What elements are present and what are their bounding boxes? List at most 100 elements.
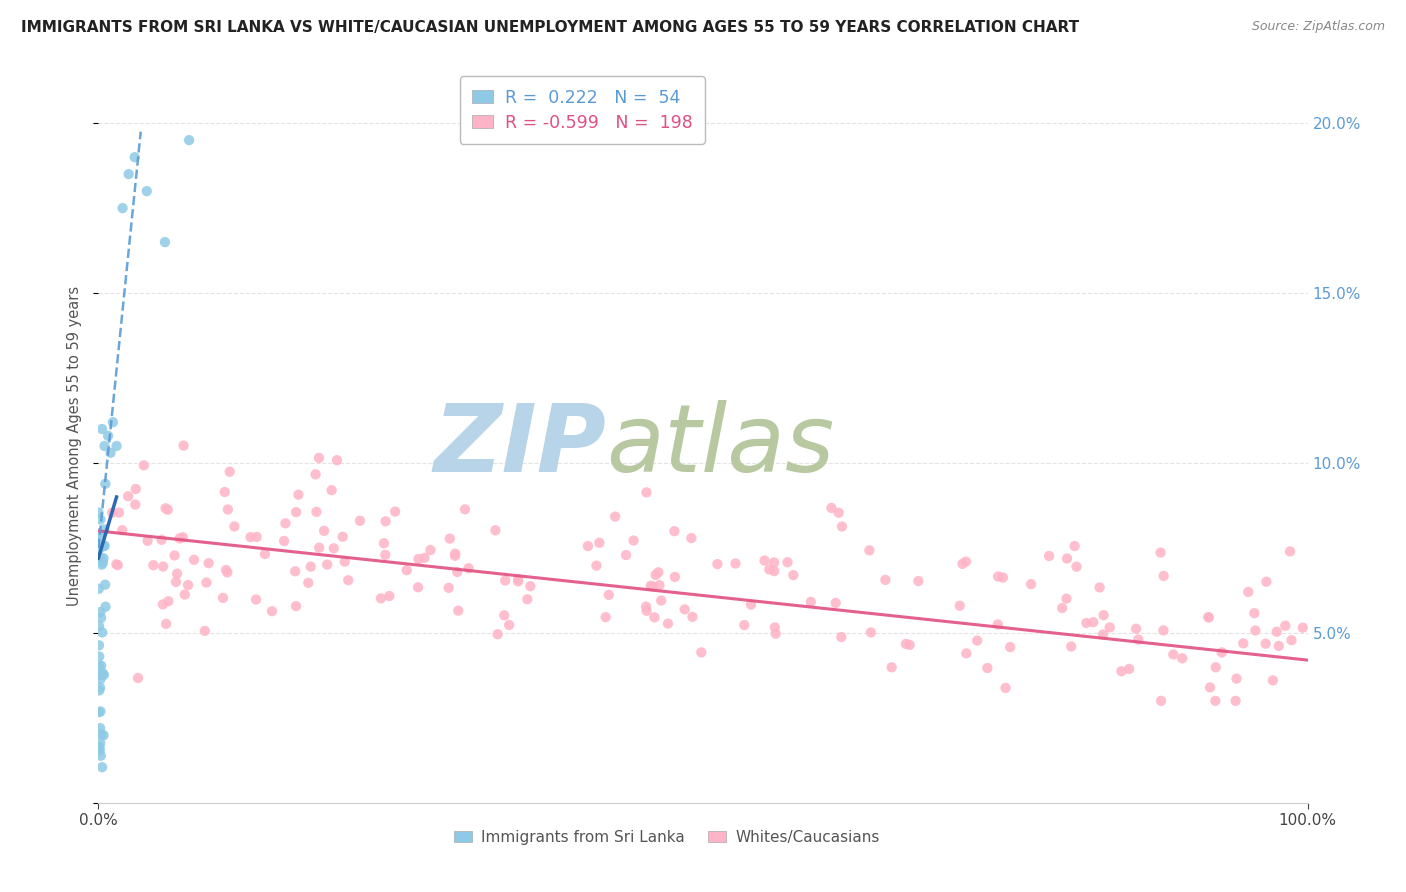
Point [218, 465, 240, 479]
Point [1163, 648, 1185, 662]
Point [419, 543, 441, 558]
Point [1292, 621, 1315, 635]
Point [195, 575, 218, 590]
Point [173, 439, 195, 453]
Point [1088, 581, 1111, 595]
Point [782, 568, 804, 582]
Point [91, 556, 114, 570]
Point [1225, 672, 1247, 686]
Point [253, 547, 276, 561]
Point [215, 563, 238, 577]
Point [90, 748, 112, 763]
Point [898, 638, 921, 652]
Point [142, 558, 165, 573]
Point [212, 591, 235, 605]
Text: Source: ZipAtlas.com: Source: ZipAtlas.com [1251, 20, 1385, 33]
Point [494, 574, 516, 588]
Point [955, 647, 977, 661]
Point [89, 526, 111, 541]
Point [439, 532, 461, 546]
Point [994, 681, 1017, 695]
Point [89, 649, 111, 664]
Point [763, 564, 786, 578]
Point [108, 506, 131, 520]
Text: atlas: atlas [606, 401, 835, 491]
Point [89, 740, 111, 755]
Point [1278, 544, 1301, 558]
Point [274, 516, 297, 531]
Point [508, 574, 530, 589]
Point [89, 721, 111, 735]
Point [486, 627, 509, 641]
Point [444, 549, 467, 563]
Point [287, 488, 309, 502]
Point [183, 553, 205, 567]
Point [132, 458, 155, 473]
Point [152, 598, 174, 612]
Point [907, 574, 929, 588]
Point [650, 593, 672, 607]
Point [1060, 640, 1083, 654]
Point [641, 579, 664, 593]
Point [89, 542, 111, 557]
Point [155, 616, 177, 631]
Point [1244, 624, 1267, 638]
Point [824, 596, 846, 610]
Point [284, 564, 307, 578]
Point [1153, 569, 1175, 583]
Point [245, 592, 267, 607]
Point [305, 505, 328, 519]
Point [603, 509, 626, 524]
Point [1268, 639, 1291, 653]
Point [1056, 591, 1078, 606]
Point [894, 637, 917, 651]
Point [516, 592, 538, 607]
Point [105, 558, 128, 572]
Point [706, 557, 728, 571]
Point [758, 562, 780, 576]
Point [89, 530, 111, 544]
Point [647, 566, 669, 580]
Point [111, 201, 134, 215]
Point [664, 524, 686, 538]
Point [446, 565, 468, 579]
Point [214, 485, 236, 500]
Point [875, 573, 897, 587]
Point [673, 602, 696, 616]
Point [413, 550, 436, 565]
Point [224, 519, 246, 533]
Point [333, 555, 356, 569]
Point [90, 558, 112, 572]
Point [1198, 610, 1220, 624]
Point [297, 575, 319, 590]
Point [576, 539, 599, 553]
Point [93, 539, 115, 553]
Point [94, 599, 117, 614]
Y-axis label: Unemployment Among Ages 55 to 59 years: Unemployment Among Ages 55 to 59 years [67, 286, 83, 606]
Point [1199, 681, 1222, 695]
Point [1261, 673, 1284, 688]
Point [623, 533, 645, 548]
Point [1204, 694, 1226, 708]
Point [724, 557, 747, 571]
Point [1076, 615, 1098, 630]
Point [273, 533, 295, 548]
Point [733, 618, 755, 632]
Point [197, 556, 219, 570]
Point [89, 605, 111, 619]
Point [370, 591, 392, 606]
Point [949, 599, 972, 613]
Point [681, 531, 703, 545]
Point [1254, 637, 1277, 651]
Point [332, 530, 354, 544]
Point [260, 604, 283, 618]
Point [457, 561, 479, 575]
Point [1232, 636, 1254, 650]
Point [498, 618, 520, 632]
Point [1281, 633, 1303, 648]
Legend: R =  0.222   N =  54, R = -0.599   N =  198: R = 0.222 N = 54, R = -0.599 N = 198 [460, 77, 704, 144]
Point [155, 501, 177, 516]
Point [89, 705, 111, 719]
Point [321, 483, 343, 498]
Point [1098, 620, 1121, 634]
